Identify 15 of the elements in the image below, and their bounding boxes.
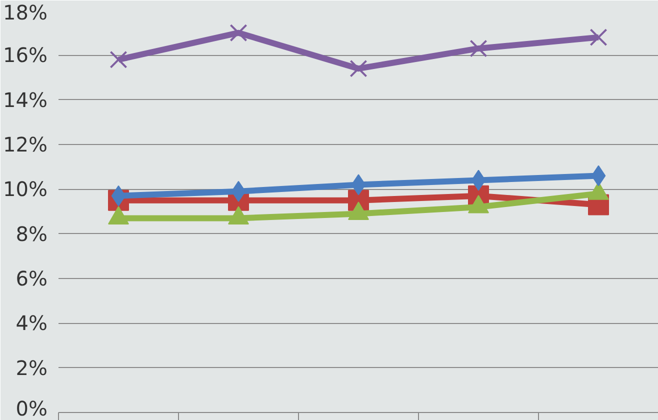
y-tick-label: 6% — [16, 266, 48, 290]
point — [230, 24, 248, 42]
y-tick-label: 8% — [16, 222, 48, 246]
y-tick-label: 10% — [3, 177, 48, 202]
y-tick-label: 4% — [16, 311, 48, 336]
point — [110, 50, 128, 68]
point — [590, 28, 608, 46]
point — [470, 40, 488, 58]
y-tick-label: 18% — [3, 0, 48, 24]
point — [350, 60, 368, 78]
y-tick-label: 16% — [3, 43, 48, 68]
y-tick-label: 14% — [3, 88, 48, 112]
y-tick-label: 2% — [16, 356, 48, 380]
y-tick-label: 0% — [16, 396, 48, 420]
y-tick-label: 12% — [3, 132, 48, 156]
